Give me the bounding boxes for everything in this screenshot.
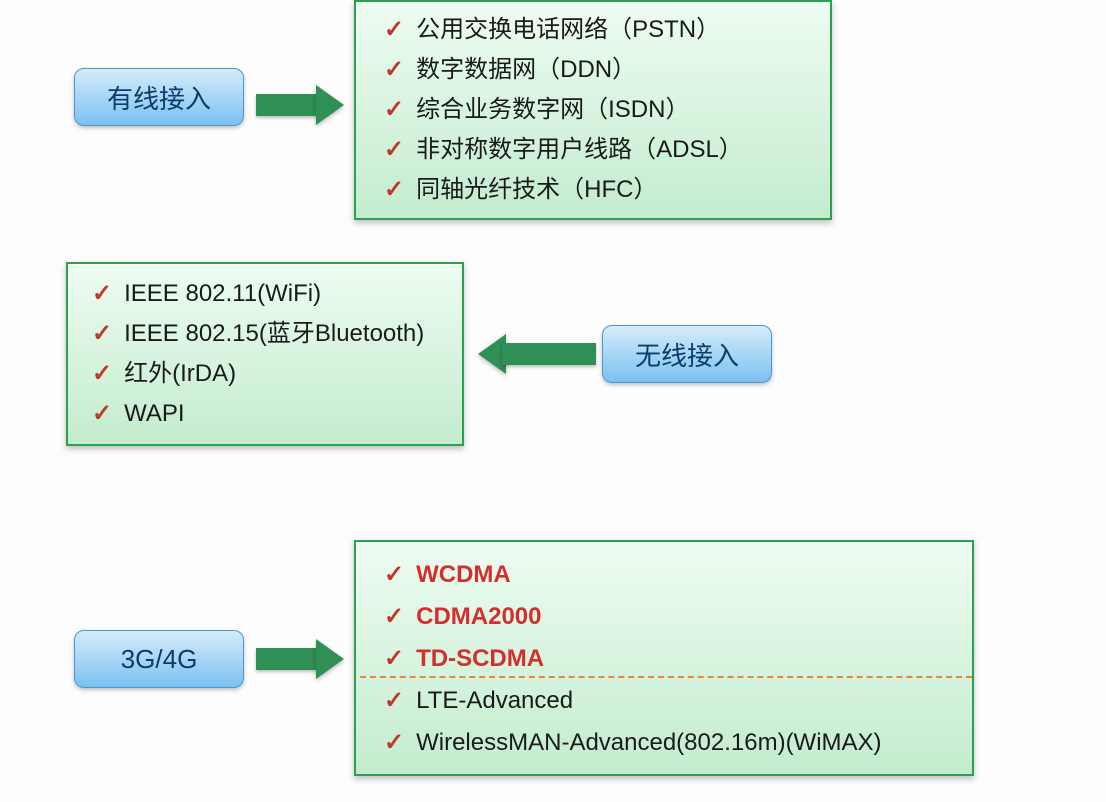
check-icon: ✓ xyxy=(384,731,404,755)
check-icon: ✓ xyxy=(384,138,404,162)
item-text: WAPI xyxy=(124,402,184,426)
item-text: WirelessMAN-Advanced(802.16m)(WiMAX) xyxy=(416,731,881,755)
item-text: LTE-Advanced xyxy=(416,689,573,713)
list-item: ✓ WAPI xyxy=(92,394,446,434)
list-item: ✓ 数字数据网（DDN） xyxy=(384,50,810,90)
check-icon: ✓ xyxy=(92,362,112,386)
check-icon: ✓ xyxy=(384,58,404,82)
list-item: ✓ 非对称数字用户线路（ADSL） xyxy=(384,130,810,170)
check-icon: ✓ xyxy=(384,605,404,629)
arrow-wireless xyxy=(478,334,600,374)
item-text: 公用交换电话网络（PSTN） xyxy=(416,18,720,42)
item-text: 综合业务数字网（ISDN） xyxy=(416,98,689,122)
item-text: WCDMA xyxy=(416,563,511,587)
list-item: ✓ WCDMA xyxy=(384,554,956,596)
list-item: ✓ 同轴光纤技术（HFC） xyxy=(384,170,810,210)
item-text: 数字数据网（DDN） xyxy=(416,58,636,82)
item-text: TD-SCDMA xyxy=(416,647,544,671)
check-icon: ✓ xyxy=(92,402,112,426)
label-3g4g-text: 3G/4G xyxy=(121,644,198,675)
label-3g4g: 3G/4G xyxy=(74,630,244,688)
item-text: 同轴光纤技术（HFC） xyxy=(416,178,657,202)
check-icon: ✓ xyxy=(384,563,404,587)
item-text: 非对称数字用户线路（ADSL） xyxy=(416,138,743,162)
arrow-wired xyxy=(256,85,352,125)
list-item: ✓ 红外(IrDA) xyxy=(92,354,446,394)
list-item: ✓ 综合业务数字网（ISDN） xyxy=(384,90,810,130)
box-wireless: ✓ IEEE 802.11(WiFi) ✓ IEEE 802.15(蓝牙Blue… xyxy=(66,262,464,446)
check-icon: ✓ xyxy=(384,689,404,713)
divider-dashed xyxy=(360,676,972,678)
label-wired: 有线接入 xyxy=(74,68,244,126)
list-item: ✓ TD-SCDMA xyxy=(384,638,956,680)
list-item: ✓ WirelessMAN-Advanced(802.16m)(WiMAX) xyxy=(384,722,956,764)
check-icon: ✓ xyxy=(384,178,404,202)
item-text: IEEE 802.11(WiFi) xyxy=(124,282,321,306)
check-icon: ✓ xyxy=(384,647,404,671)
item-text: CDMA2000 xyxy=(416,605,541,629)
label-wireless: 无线接入 xyxy=(602,325,772,383)
check-icon: ✓ xyxy=(92,322,112,346)
item-text: 红外(IrDA) xyxy=(124,362,236,386)
list-item: ✓ IEEE 802.15(蓝牙Bluetooth) xyxy=(92,314,446,354)
label-wireless-text: 无线接入 xyxy=(635,336,739,373)
list-item: ✓ LTE-Advanced xyxy=(384,680,956,722)
label-wired-text: 有线接入 xyxy=(107,79,211,116)
list-item: ✓ CDMA2000 xyxy=(384,596,956,638)
check-icon: ✓ xyxy=(384,18,404,42)
item-text: IEEE 802.15(蓝牙Bluetooth) xyxy=(124,322,424,346)
check-icon: ✓ xyxy=(92,282,112,306)
check-icon: ✓ xyxy=(384,98,404,122)
box-wired: ✓ 公用交换电话网络（PSTN） ✓ 数字数据网（DDN） ✓ 综合业务数字网（… xyxy=(354,0,832,220)
arrow-3g4g xyxy=(256,639,352,679)
box-3g4g: ✓ WCDMA ✓ CDMA2000 ✓ TD-SCDMA ✓ LTE-Adva… xyxy=(354,540,974,776)
list-item: ✓ 公用交换电话网络（PSTN） xyxy=(384,10,810,50)
list-item: ✓ IEEE 802.11(WiFi) xyxy=(92,274,446,314)
